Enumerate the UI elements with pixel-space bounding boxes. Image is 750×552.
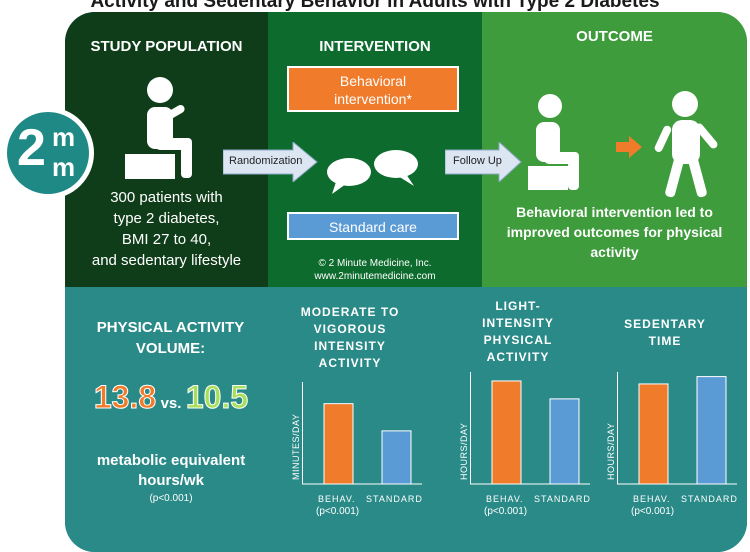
- website-text: www.2minutemedicine.com: [314, 271, 436, 282]
- volume-vs: vs.: [160, 395, 182, 412]
- infographic-panel: STUDY POPULATION 300 patients with type …: [65, 12, 747, 552]
- bar-standard: [696, 376, 727, 485]
- x-tick-label: STANDARD: [681, 494, 738, 504]
- volume-p-value: (p<0.001): [149, 493, 193, 504]
- randomization-arrow: [223, 142, 318, 182]
- right-arrow-icon: [616, 136, 642, 158]
- bar-behav: [638, 383, 669, 485]
- logo-text-m-top: m: [52, 122, 76, 152]
- bar-chart: [617, 372, 737, 485]
- chart-title: SEDENTARY TIME: [624, 317, 706, 348]
- chart-title: MODERATE TO VIGOROUS INTENSITY ACTIVITY: [300, 305, 400, 370]
- study-population-header: STUDY POPULATION: [90, 38, 243, 55]
- logo-text-m-bottom: m: [52, 152, 76, 182]
- volume-title: PHYSICAL ACTIVITY VOLUME:: [96, 319, 245, 357]
- bar-behav: [323, 403, 354, 485]
- x-tick-label: BEHAV.: [318, 494, 356, 504]
- results-section: PHYSICAL ACTIVITY VOLUME: 13.8 vs. 10.5 …: [65, 287, 747, 552]
- outcome-section: OUTCOME Behavioral intervention led to i…: [482, 12, 747, 287]
- x-tick-label: BEHAV.: [633, 494, 671, 504]
- y-axis-label: MINUTES/DAY: [291, 413, 301, 480]
- y-axis-label: HOURS/DAY: [606, 422, 616, 480]
- chart-title: LIGHT- INTENSITY PHYSICAL ACTIVITY: [482, 299, 554, 364]
- chart-p-value: (p<0.001): [484, 506, 528, 517]
- bar-chart: [302, 382, 422, 485]
- volume-unit: metabolic equivalent hours/wk: [96, 452, 246, 489]
- chart-p-value: (p<0.001): [316, 506, 360, 517]
- randomization-label: Randomization: [229, 155, 303, 167]
- chart-p-value: (p<0.001): [631, 506, 675, 517]
- logo-text-2: 2: [17, 119, 46, 177]
- bar-standard: [549, 398, 580, 485]
- y-axis-label: HOURS/DAY: [459, 422, 469, 480]
- study-description: 300 patients with type 2 diabetes, BMI 2…: [91, 189, 242, 269]
- infographic-title: Activity and Sedentary Behavior in Adult…: [90, 0, 660, 12]
- logo: 2 m m: [2, 107, 94, 199]
- volume-comparison: 13.8 vs. 10.5: [81, 379, 261, 416]
- behavioral-intervention-box: Behavioral intervention*: [287, 66, 459, 112]
- copyright-text: © 2 Minute Medicine, Inc.: [318, 258, 432, 269]
- x-tick-label: STANDARD: [534, 494, 591, 504]
- intervention-header: INTERVENTION: [319, 38, 431, 55]
- outcome-result: Behavioral intervention led to improved …: [506, 204, 723, 260]
- outcome-header: OUTCOME: [576, 28, 653, 45]
- follow-up-label: Follow Up: [453, 155, 502, 167]
- x-tick-label: BEHAV.: [486, 494, 524, 504]
- speech-bubbles-icon: [327, 150, 418, 194]
- volume-value-standard: 10.5: [185, 379, 249, 416]
- x-tick-label: STANDARD: [366, 494, 423, 504]
- bar-chart: [470, 372, 590, 485]
- walking-person-icon: [654, 91, 718, 198]
- seated-person-icon: [528, 94, 579, 190]
- volume-value-behavioral: 13.8: [93, 379, 157, 416]
- standard-care-box: Standard care: [287, 212, 459, 240]
- bar-behav: [491, 380, 522, 485]
- follow-up-arrow: [445, 142, 522, 182]
- bar-standard: [381, 430, 412, 485]
- seated-person-icon: [125, 77, 192, 179]
